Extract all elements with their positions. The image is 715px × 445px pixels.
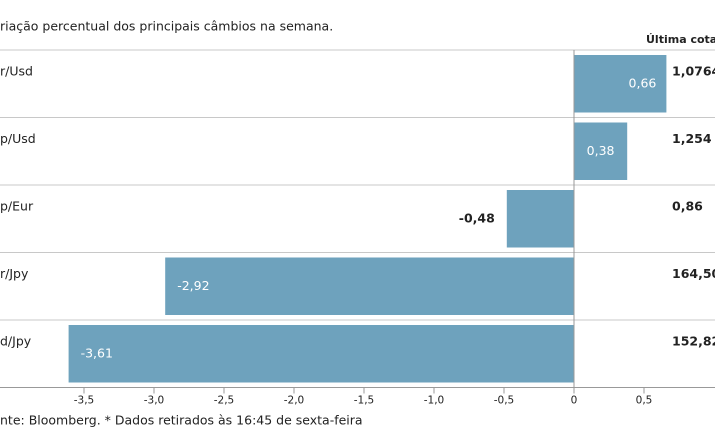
x-tick-label: -3,5	[74, 395, 95, 407]
value-label: 0,38	[587, 143, 615, 158]
column-header: Última cotaç	[646, 33, 715, 46]
x-tick-label: -1,0	[424, 395, 445, 407]
x-tick-label: -2,5	[214, 395, 235, 407]
value-label: -3,61	[81, 345, 113, 360]
value-label: -2,92	[177, 278, 209, 293]
bar	[574, 122, 628, 180]
x-tick-label: -1,5	[354, 395, 375, 407]
side-value: 0,86	[672, 198, 703, 213]
x-tick-label: 0,5	[636, 395, 653, 407]
source-note: nte: Bloomberg. * Dados retirados às 16:…	[0, 413, 363, 428]
side-value: 1,0764	[672, 63, 715, 78]
bar	[68, 325, 574, 383]
value-label: 0,66	[629, 75, 657, 90]
bar	[574, 55, 667, 113]
side-value: 152,82	[672, 333, 715, 348]
y-tick-label: p/Usd	[0, 131, 36, 146]
x-tick-label: -2,0	[284, 395, 305, 407]
y-tick-label: p/Eur	[0, 198, 34, 213]
y-tick-label: d/Jpy	[0, 333, 32, 348]
bar	[506, 190, 574, 248]
chart-title: riação percentual dos principais câmbios…	[0, 19, 333, 34]
side-value: 164,50	[672, 266, 715, 281]
x-tick-label: 0	[571, 395, 578, 407]
x-tick-label: -3,0	[144, 395, 165, 407]
side-value: 1,254	[672, 131, 712, 146]
y-tick-label: r/Usd	[0, 63, 33, 78]
x-tick-label: -0,5	[494, 395, 515, 407]
bar	[165, 257, 574, 315]
value-label: -0,48	[459, 210, 495, 225]
y-tick-label: r/Jpy	[0, 266, 29, 281]
